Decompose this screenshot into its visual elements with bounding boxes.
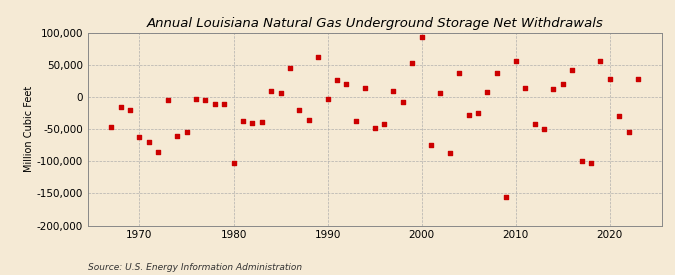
Point [614, 114, 624, 119]
Point [379, 122, 389, 126]
Point [426, 143, 437, 147]
Point [294, 108, 305, 112]
Point [501, 194, 512, 199]
Point [567, 68, 578, 72]
Point [444, 151, 455, 155]
Point [313, 54, 323, 59]
Y-axis label: Million Cubic Feet: Million Cubic Feet [24, 86, 34, 172]
Point [144, 140, 155, 144]
Point [576, 159, 587, 164]
Point [369, 126, 380, 130]
Point [539, 127, 549, 131]
Point [472, 111, 483, 116]
Point [604, 77, 615, 81]
Point [153, 150, 164, 154]
Point [529, 122, 540, 126]
Point [322, 97, 333, 101]
Point [171, 133, 182, 138]
Point [454, 71, 464, 75]
Point [388, 89, 399, 93]
Point [623, 130, 634, 135]
Point [238, 119, 248, 123]
Point [331, 78, 342, 82]
Point [266, 89, 277, 93]
Point [416, 35, 427, 40]
Point [115, 104, 126, 109]
Point [209, 101, 220, 106]
Point [219, 101, 230, 106]
Point [162, 98, 173, 103]
Point [134, 135, 145, 139]
Point [275, 90, 286, 95]
Point [595, 58, 605, 63]
Point [228, 160, 239, 165]
Point [256, 119, 267, 124]
Point [482, 90, 493, 94]
Point [398, 100, 408, 104]
Point [463, 113, 474, 117]
Point [585, 161, 596, 166]
Point [350, 119, 361, 123]
Point [558, 82, 568, 87]
Point [632, 77, 643, 81]
Point [510, 58, 521, 63]
Point [491, 71, 502, 75]
Text: Source: U.S. Energy Information Administration: Source: U.S. Energy Information Administ… [88, 263, 302, 272]
Point [360, 85, 371, 90]
Point [548, 87, 559, 92]
Point [190, 97, 201, 101]
Point [303, 117, 314, 122]
Title: Annual Louisiana Natural Gas Underground Storage Net Withdrawals: Annual Louisiana Natural Gas Underground… [146, 17, 603, 31]
Point [247, 121, 258, 125]
Point [520, 85, 531, 90]
Point [106, 125, 117, 130]
Point [407, 61, 418, 65]
Point [285, 66, 296, 70]
Point [435, 90, 446, 95]
Point [200, 98, 211, 103]
Point [341, 82, 352, 87]
Point [181, 130, 192, 135]
Point [125, 108, 136, 112]
